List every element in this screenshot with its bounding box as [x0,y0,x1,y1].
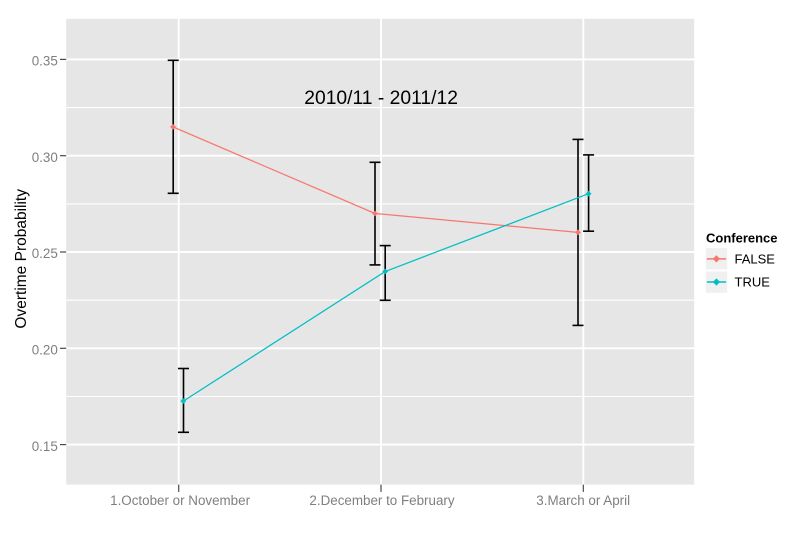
svg-text:TRUE: TRUE [735,275,771,290]
svg-text:0.35: 0.35 [32,54,58,69]
svg-text:FALSE: FALSE [735,252,776,267]
svg-text:0.25: 0.25 [32,246,58,261]
svg-text:3.March or April: 3.March or April [536,493,630,508]
svg-text:0.20: 0.20 [32,343,58,358]
svg-text:0.30: 0.30 [32,150,58,165]
svg-text:Conference: Conference [706,230,778,245]
svg-text:0.15: 0.15 [32,439,58,454]
svg-text:Overtime Probability: Overtime Probability [13,189,30,329]
svg-text:2010/11 - 2011/12: 2010/11 - 2011/12 [304,88,458,109]
svg-text:1.October or November: 1.October or November [110,493,250,508]
svg-text:2.December to February: 2.December to February [309,493,454,508]
